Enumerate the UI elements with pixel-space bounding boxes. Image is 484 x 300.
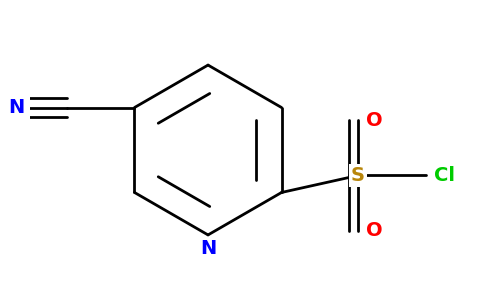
Text: N: N [8, 98, 24, 117]
Text: S: S [351, 166, 365, 185]
Text: O: O [366, 221, 383, 240]
Text: N: N [200, 239, 216, 258]
Text: Cl: Cl [435, 166, 455, 185]
Text: O: O [366, 111, 383, 130]
